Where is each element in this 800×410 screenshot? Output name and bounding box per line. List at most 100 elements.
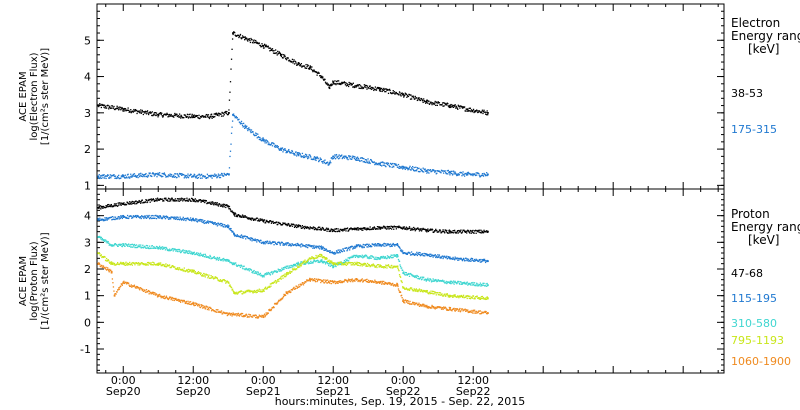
data-point	[201, 177, 203, 179]
data-point	[111, 263, 114, 266]
data-point	[118, 218, 120, 220]
data-point	[369, 245, 371, 248]
data-point	[185, 174, 187, 177]
data-point	[182, 218, 184, 220]
data-point	[145, 217, 148, 219]
data-point	[206, 274, 209, 276]
data-point	[321, 261, 324, 264]
data-point	[114, 216, 117, 218]
data-point	[239, 266, 242, 269]
data-point	[304, 245, 306, 247]
data-point	[363, 262, 366, 265]
data-point	[454, 171, 456, 173]
data-point	[336, 80, 339, 82]
data-point	[384, 266, 386, 268]
data-point	[384, 227, 387, 229]
data-point	[388, 256, 390, 258]
data-point	[351, 255, 353, 257]
data-point	[117, 245, 119, 247]
data-point	[231, 38, 234, 40]
data-point	[122, 174, 124, 176]
data-point	[322, 76, 324, 78]
data-point	[199, 199, 202, 201]
data-point	[319, 226, 321, 228]
data-point	[478, 297, 480, 299]
data-point	[355, 228, 358, 230]
data-point	[382, 161, 384, 163]
data-point	[151, 200, 153, 202]
data-point	[105, 266, 107, 269]
data-point	[379, 87, 381, 89]
data-point	[270, 220, 272, 222]
data-point	[291, 266, 293, 268]
data-point	[413, 253, 415, 256]
data-point	[332, 230, 335, 232]
data-point	[340, 155, 342, 157]
data-point	[486, 172, 488, 174]
legend-entry: 795-1193	[731, 334, 784, 347]
data-point	[210, 201, 213, 203]
data-point	[484, 260, 486, 262]
data-point	[157, 263, 159, 265]
data-point	[425, 230, 427, 232]
data-point	[336, 157, 338, 159]
data-point	[239, 214, 241, 217]
data-point	[406, 273, 408, 276]
data-point	[324, 261, 326, 263]
data-point	[118, 174, 120, 176]
data-point	[303, 226, 305, 228]
data-point	[277, 50, 279, 53]
data-point	[468, 107, 470, 109]
data-point	[307, 64, 309, 66]
data-point	[482, 174, 484, 176]
data-point	[449, 294, 451, 297]
data-point	[240, 234, 243, 236]
data-point	[365, 243, 368, 245]
data-point	[161, 246, 163, 248]
data-point	[227, 206, 230, 208]
data-point	[449, 230, 451, 233]
data-point	[420, 289, 423, 291]
data-point	[163, 215, 165, 217]
data-point	[253, 39, 255, 41]
data-point	[262, 275, 265, 277]
data-point	[193, 199, 195, 202]
data-point	[484, 113, 487, 115]
data-point	[100, 254, 103, 256]
data-point	[191, 270, 193, 272]
data-point	[182, 200, 184, 202]
data-point	[245, 38, 247, 40]
data-point	[135, 176, 138, 178]
data-point	[176, 268, 178, 270]
data-point	[482, 260, 484, 262]
data-point	[425, 229, 427, 231]
data-point	[202, 275, 204, 277]
data-point	[456, 230, 458, 233]
data-point	[138, 173, 140, 175]
data-point	[282, 243, 285, 245]
data-point	[309, 228, 311, 230]
data-point	[476, 295, 478, 297]
data-point	[112, 218, 115, 220]
data-point	[177, 248, 180, 251]
data-point	[241, 235, 244, 237]
data-point	[265, 45, 267, 48]
data-point	[331, 251, 333, 253]
data-point	[431, 170, 433, 172]
data-point	[204, 115, 206, 117]
data-point	[476, 259, 478, 261]
data-point	[108, 108, 110, 110]
data-point	[450, 280, 453, 282]
data-point	[406, 274, 409, 276]
data-point	[186, 176, 189, 178]
data-point	[365, 229, 368, 231]
data-point	[212, 276, 214, 278]
data-point	[363, 157, 365, 160]
data-point	[163, 264, 165, 266]
data-point	[454, 294, 456, 296]
data-point	[166, 264, 169, 266]
data-point	[284, 267, 287, 269]
data-point	[366, 228, 369, 231]
data-point	[411, 274, 414, 276]
data-point	[425, 101, 428, 103]
